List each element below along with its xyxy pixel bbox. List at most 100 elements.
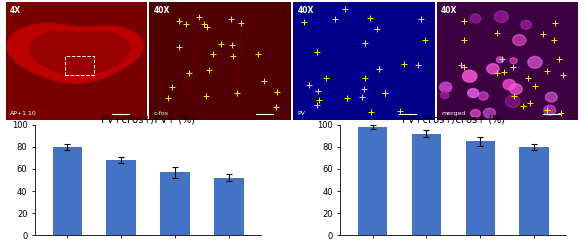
Point [185,72,194,75]
Point [372,27,381,31]
Point [523,76,533,80]
Circle shape [544,105,556,115]
Point [299,20,308,24]
Text: 40X: 40X [441,6,457,15]
Circle shape [496,57,503,63]
Point [271,105,280,109]
Point [201,94,211,98]
Point [342,96,352,100]
Bar [519,147,549,235]
Circle shape [470,14,481,23]
Point [199,22,208,26]
Circle shape [484,108,495,118]
Point [253,52,262,56]
Point [413,63,423,67]
Point [182,22,191,26]
Circle shape [521,20,531,29]
Text: 40X: 40X [297,6,314,15]
Point [237,21,246,25]
Point [420,38,430,42]
Point [304,83,314,87]
Point [497,57,506,61]
Point [217,42,226,46]
Text: 40X: 40X [154,6,170,15]
Point [260,79,269,83]
Point [202,25,211,29]
Point [492,72,501,75]
Circle shape [505,95,520,108]
Point [163,96,172,100]
Point [360,41,370,45]
Circle shape [471,109,480,117]
Text: c-fos: c-fos [154,111,169,116]
Point [366,110,376,114]
Point [558,73,568,77]
Point [272,90,281,94]
Bar [106,160,136,235]
Point [460,19,469,23]
Point [313,89,322,93]
Circle shape [463,70,477,82]
Polygon shape [29,32,130,75]
Point [492,32,502,36]
Point [416,17,426,21]
Point [232,91,241,95]
Point [208,52,218,56]
Point [357,95,366,99]
Point [312,103,321,107]
Point [366,16,375,20]
Point [226,17,235,21]
Bar [412,134,442,235]
Title: PV+cFos+/PV+ (%): PV+cFos+/PV+ (%) [101,114,195,124]
Point [340,7,350,11]
Text: PV: PV [297,111,305,116]
Point [530,84,540,88]
Point [331,17,340,21]
Point [361,76,370,79]
Text: 4X: 4X [10,6,21,15]
Point [456,63,465,67]
Point [499,70,509,73]
Polygon shape [8,24,143,83]
Point [543,108,552,111]
Circle shape [440,92,449,99]
Point [381,91,390,95]
Bar [160,172,190,235]
Bar [214,178,244,235]
Point [549,38,558,42]
Point [396,109,405,113]
Bar [465,141,495,235]
Point [509,65,518,69]
Point [194,15,204,19]
Circle shape [468,89,478,98]
Text: AP+1.10: AP+1.10 [10,111,37,116]
Point [228,54,237,58]
Circle shape [486,64,499,74]
Circle shape [545,92,557,102]
Circle shape [440,82,452,92]
Point [459,65,468,69]
Circle shape [494,11,508,23]
Bar [65,56,93,75]
Text: merged: merged [441,111,465,116]
Point [459,38,468,42]
Point [519,104,528,108]
Circle shape [503,79,516,90]
Circle shape [478,92,488,100]
Circle shape [528,56,542,68]
Circle shape [510,58,517,64]
Point [314,99,324,102]
Circle shape [513,35,526,46]
Point [509,94,519,98]
Point [168,85,177,89]
Point [380,91,389,95]
Point [174,45,183,49]
Point [557,111,566,115]
Point [204,68,213,72]
Point [312,50,321,54]
Point [543,69,552,73]
Bar [53,147,82,235]
Point [554,57,564,61]
Point [550,21,559,25]
Point [538,33,548,36]
